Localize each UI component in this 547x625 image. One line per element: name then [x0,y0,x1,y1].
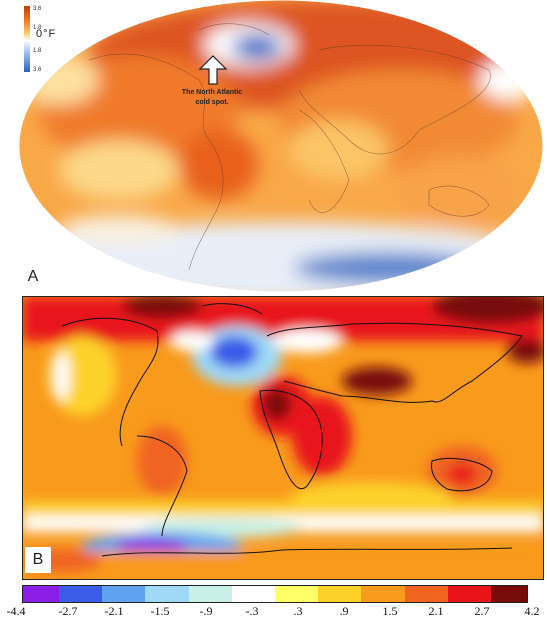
colorbar-segment [188,585,232,603]
colorbar-segment [145,585,189,603]
colorbar-tick-label: 2.1 [428,604,444,618]
colorbar-tick-label: 1.5 [382,604,398,618]
colorbar-tick-label: 2.7 [474,604,490,618]
legend-tick: 1.8 [33,25,42,31]
legend-tick: 3.6 [33,6,42,12]
colorbar-tick-label: 4.2 [524,604,540,618]
map-panel-b [22,296,544,580]
colorbar-segment [318,585,362,603]
annotation-line: cold spot. [195,99,229,106]
colorbar [22,585,528,603]
map-panel-a [19,0,544,292]
arrow-up-icon [198,55,228,85]
colorbar-segment [102,585,146,603]
colorbar-tick-label: .9 [339,604,349,618]
colorbar-segment [22,585,59,603]
panel-a-legend: 3.6 1.8 1.8 3.6 [24,6,44,74]
colorbar-segment [404,585,448,603]
legend-unit-label: 0°F [36,28,57,40]
colorbar-frame [22,585,528,603]
colorbar-tick-label: .3 [293,604,303,618]
colorbar-tick-label: -2.7 [58,604,78,618]
panel-label-a: A [20,264,46,290]
legend-gradient-bar [24,6,30,72]
annotation-line: The North Atlantic [181,89,243,96]
colorbar-segment [491,585,528,603]
colorbar-segment [58,585,103,603]
colorbar-tick-label: -.3 [245,604,259,618]
legend-tick: 3.6 [33,67,42,73]
panel-label-b: B [25,547,51,573]
legend-tick: 1.8 [33,48,42,54]
colorbar-tick-label: -.9 [199,604,213,618]
colorbar-segment [361,585,405,603]
colorbar-tick-label: -1.5 [150,604,170,618]
colorbar-tick-label: -2.1 [104,604,124,618]
colorbar-segment [447,585,492,603]
colorbar-segment [231,585,275,603]
colorbar-segment [275,585,319,603]
colorbar-tick-label: -4.4 [6,604,26,618]
cold-spot-annotation: The North Atlantic cold spot. [164,88,260,108]
